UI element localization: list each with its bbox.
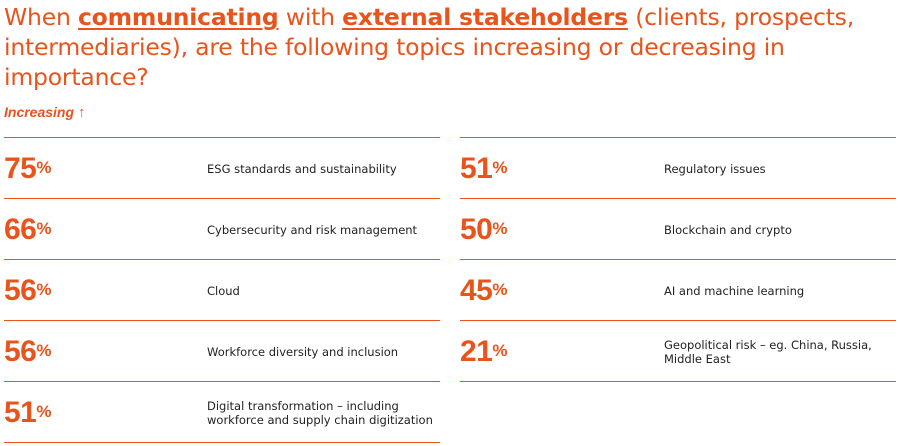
topic-percentage: 75% xyxy=(4,154,51,184)
topic-percentage: 56% xyxy=(4,276,51,306)
topic-row: 51% Digital transformation – including wo… xyxy=(4,381,440,443)
percent-sign: % xyxy=(36,280,51,299)
percentage-value: 51 xyxy=(4,396,37,429)
increasing-text: Increasing xyxy=(4,104,75,120)
topic-label: Regulatory issues xyxy=(664,161,766,176)
percentage-value: 56 xyxy=(4,274,37,307)
percent-sign: % xyxy=(492,341,507,360)
percentage-value: 50 xyxy=(460,213,493,246)
title-highlight-communicating: communicating xyxy=(77,3,279,31)
percent-sign: % xyxy=(36,341,51,360)
page-title: When communicating with external stakeho… xyxy=(4,2,884,92)
right-bottom-divider xyxy=(460,381,896,382)
topic-row: 56% Workforce diversity and inclusion xyxy=(4,320,440,382)
title-part-2: with xyxy=(278,3,343,31)
topic-label: Cybersecurity and risk management xyxy=(207,222,418,237)
topic-row: 51% Regulatory issues xyxy=(460,137,896,199)
increasing-label: Increasing ↑ xyxy=(4,104,86,121)
percentage-value: 21 xyxy=(460,335,493,368)
topic-label: Digital transformation – including workf… xyxy=(207,398,433,427)
percentage-value: 66 xyxy=(4,213,37,246)
arrow-up-icon: ↑ xyxy=(78,104,86,121)
topic-row: 75% ESG standards and sustainability xyxy=(4,137,440,199)
percent-sign: % xyxy=(492,158,507,177)
topic-percentage: 21% xyxy=(460,337,507,367)
left-bottom-divider xyxy=(4,442,440,443)
topic-row: 66% Cybersecurity and risk management xyxy=(4,198,440,260)
topic-percentage: 56% xyxy=(4,337,51,367)
topic-label: Workforce diversity and inclusion xyxy=(207,344,399,359)
percentage-value: 75 xyxy=(4,152,37,185)
title-highlight-external-stakeholders: external stakeholders xyxy=(342,3,628,31)
percentage-value: 51 xyxy=(460,152,493,185)
title-part-3: (clients, prospects, intermediaries), ar… xyxy=(4,3,854,91)
topic-label: Blockchain and crypto xyxy=(664,222,792,237)
percent-sign: % xyxy=(492,280,507,299)
topic-label: AI and machine learning xyxy=(664,283,805,298)
percent-sign: % xyxy=(36,158,51,177)
percent-sign: % xyxy=(492,219,507,238)
percent-sign: % xyxy=(36,219,51,238)
percentage-value: 56 xyxy=(4,335,37,368)
topic-row: 56% Cloud xyxy=(4,259,440,321)
topic-percentage: 51% xyxy=(460,154,507,184)
topic-label: Cloud xyxy=(207,283,240,298)
percent-sign: % xyxy=(36,402,51,421)
topic-label: Geopolitical risk – eg. China, Russia, M… xyxy=(664,337,872,366)
topic-row: 45% AI and machine learning xyxy=(460,259,896,321)
topic-row: 21% Geopolitical risk – eg. China, Russia… xyxy=(460,320,896,382)
topic-percentage: 51% xyxy=(4,398,51,428)
title-part-1: When xyxy=(4,3,78,31)
topic-percentage: 45% xyxy=(460,276,507,306)
topic-row: 50% Blockchain and crypto xyxy=(460,198,896,260)
topic-percentage: 66% xyxy=(4,215,51,245)
topic-label: ESG standards and sustainability xyxy=(207,161,397,176)
percentage-value: 45 xyxy=(460,274,493,307)
topic-percentage: 50% xyxy=(460,215,507,245)
